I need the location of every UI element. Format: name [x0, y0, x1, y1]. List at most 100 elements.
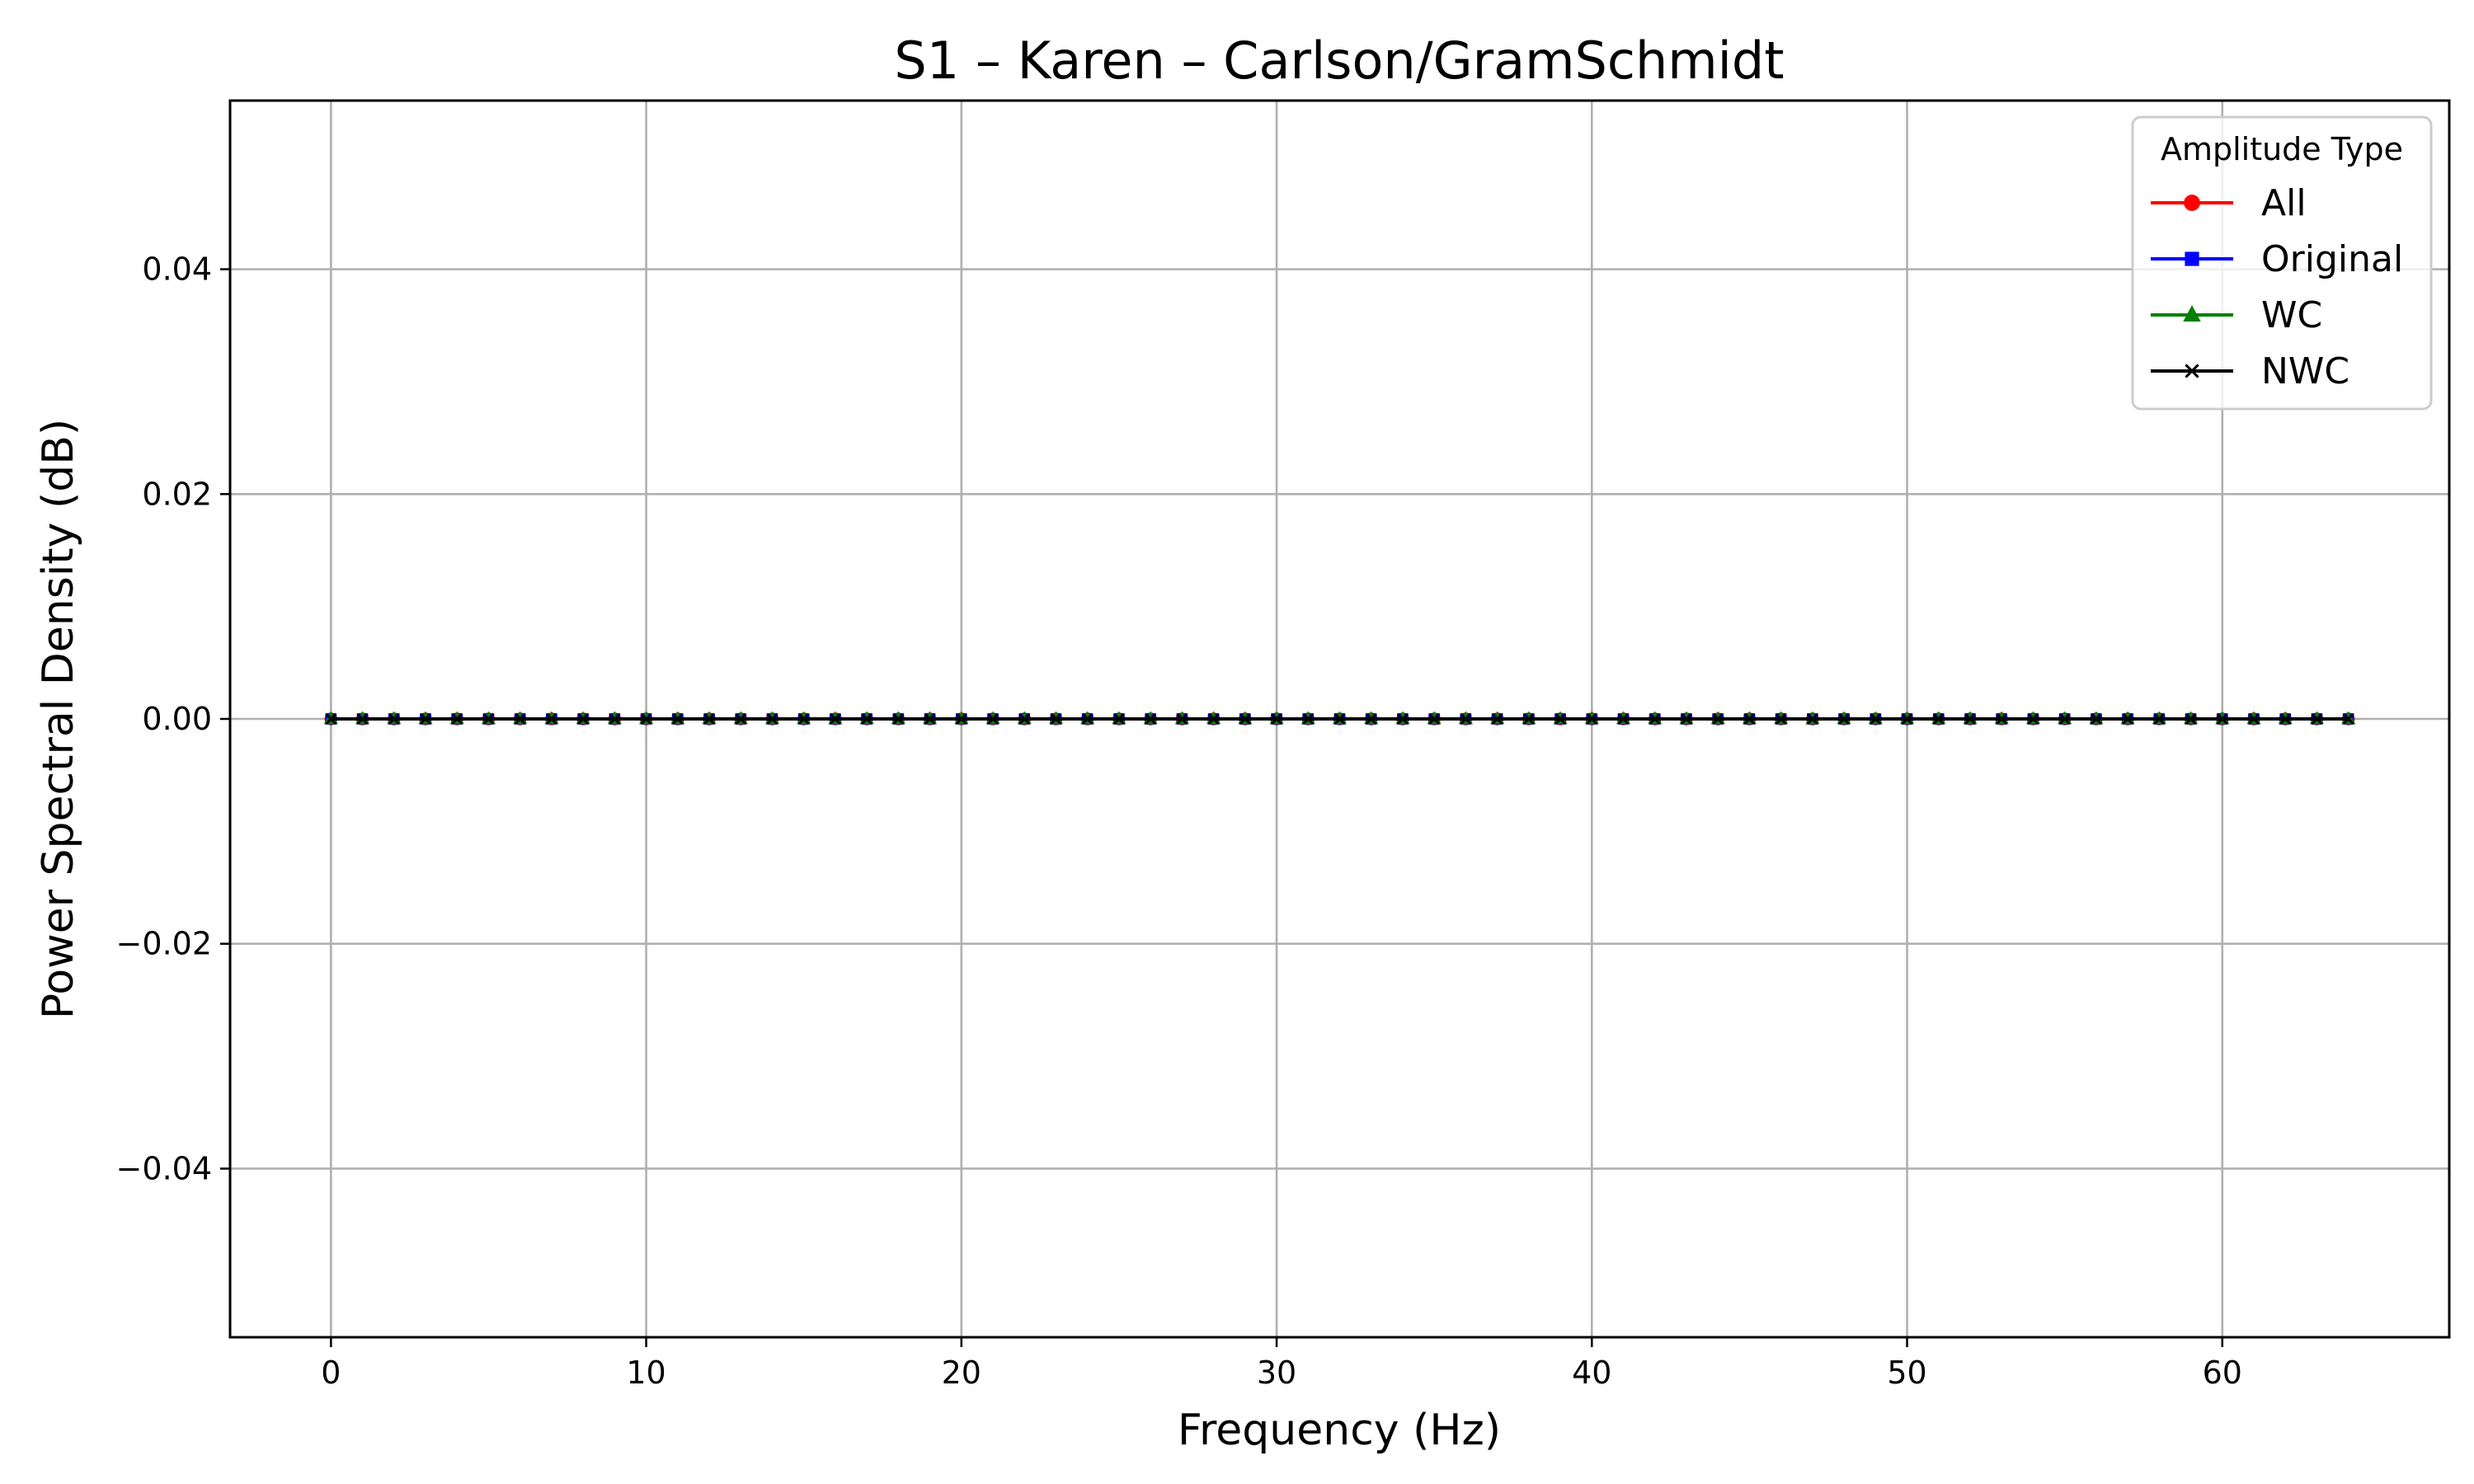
y-axis: −0.04 −0.02 0.00 0.02 0.04: [116, 251, 230, 1186]
data-point-nwc: [451, 713, 463, 725]
legend-entry-nwc: NWC: [2151, 350, 2349, 392]
data-point-nwc: [1460, 713, 1472, 725]
x-tick-label: 50: [1887, 1355, 1926, 1391]
data-point-nwc: [1522, 713, 1535, 725]
legend-marker-nwc: [2185, 364, 2199, 378]
data-point-nwc: [2342, 713, 2354, 725]
y-axis-label: Power Spectral Density (dB): [34, 419, 83, 1019]
data-point-nwc: [1491, 713, 1503, 725]
x-tick-label: 0: [321, 1355, 341, 1391]
data-point-nwc: [1302, 713, 1315, 725]
legend: Amplitude Type All Original WC NWC: [2131, 115, 2433, 411]
data-point-nwc: [2027, 713, 2039, 725]
legend-marker-wc: [2183, 305, 2201, 322]
data-point-nwc: [640, 713, 652, 725]
data-point-nwc: [356, 713, 369, 725]
data-point-nwc: [1018, 713, 1031, 725]
data-point-nwc: [797, 713, 810, 725]
data-point-nwc: [1743, 713, 1756, 725]
data-point-nwc: [420, 713, 431, 725]
data-point-nwc: [861, 713, 873, 725]
data-point-nwc: [1901, 713, 1913, 725]
data-point-nwc: [766, 713, 778, 725]
chart-title: S1 – Karen – Carlson/GramSchmidt: [894, 31, 1784, 91]
data-point-nwc: [1554, 713, 1567, 725]
data-point-nwc: [829, 713, 841, 725]
y-tick-label: 0.04: [142, 251, 212, 288]
legend-label-original: Original: [2261, 238, 2403, 280]
data-point-nwc: [2058, 713, 2071, 725]
data-point-nwc: [735, 713, 747, 725]
data-point-nwc: [1428, 713, 1441, 725]
data-point-nwc: [1996, 713, 2008, 725]
data-point-nwc: [1112, 713, 1125, 725]
data-point-nwc: [1145, 713, 1157, 725]
x-tick-label: 30: [1257, 1355, 1296, 1391]
data-point-nwc: [2090, 713, 2102, 725]
series-nwc: [325, 713, 2354, 725]
data-point-nwc: [514, 713, 526, 725]
data-point-nwc: [1397, 713, 1409, 725]
data-point-nwc: [1870, 713, 1882, 725]
data-point-nwc: [1617, 713, 1630, 725]
data-point-nwc: [2248, 713, 2260, 725]
data-point-nwc: [1333, 713, 1346, 725]
data-point-nwc: [1649, 713, 1661, 725]
data-point-nwc: [1681, 713, 1692, 725]
data-point-nwc: [1838, 713, 1851, 725]
data-point-nwc: [2185, 713, 2197, 725]
data-point-nwc: [1239, 713, 1251, 725]
data-point-nwc: [1775, 713, 1787, 725]
data-point-nwc: [2153, 713, 2166, 725]
data-point-nwc: [2279, 713, 2292, 725]
data-point-nwc: [545, 713, 557, 725]
data-point-nwc: [325, 713, 337, 725]
y-tick-label: −0.02: [116, 926, 212, 962]
legend-label-nwc: NWC: [2261, 350, 2349, 392]
data-point-nwc: [609, 713, 621, 725]
data-point-nwc: [1806, 713, 1818, 725]
data-point-nwc: [482, 713, 495, 725]
y-tick-label: 0.00: [142, 701, 212, 737]
data-point-nwc: [1081, 713, 1094, 725]
legend-entry-wc: WC: [2151, 294, 2322, 336]
legend-entry-original: Original: [2151, 238, 2403, 280]
data-point-nwc: [1932, 713, 1945, 725]
legend-label-all: All: [2261, 182, 2307, 224]
data-point-nwc: [955, 713, 967, 725]
data-point-nwc: [2122, 713, 2134, 725]
legend-title: Amplitude Type: [2161, 131, 2403, 167]
legend-label-wc: WC: [2261, 294, 2322, 336]
data-point-nwc: [577, 713, 590, 725]
data-point-nwc: [924, 713, 936, 725]
data-point-nwc: [1050, 713, 1062, 725]
data-point-nwc: [1586, 713, 1598, 725]
series-layer: [323, 711, 2356, 726]
legend-marker-original: [2185, 251, 2199, 266]
data-point-nwc: [1964, 713, 1976, 725]
data-point-nwc: [1207, 713, 1220, 725]
data-point-nwc: [703, 713, 715, 725]
y-tick-label: 0.02: [142, 476, 212, 512]
data-point-nwc: [1365, 713, 1377, 725]
data-point-nwc: [2311, 713, 2323, 725]
data-point-nwc: [388, 713, 400, 725]
legend-entry-all: All: [2151, 182, 2307, 224]
x-tick-label: 40: [1572, 1355, 1611, 1391]
legend-marker-all: [2184, 195, 2200, 211]
x-axis-label: Frequency (Hz): [1178, 1406, 1501, 1455]
x-axis: 0 10 20 30 40 50 60: [321, 1337, 2242, 1391]
legend-entries: All Original WC NWC: [2151, 182, 2403, 392]
data-point-nwc: [1176, 713, 1188, 725]
x-tick-label: 10: [626, 1355, 666, 1391]
data-point-nwc: [1712, 713, 1724, 725]
x-tick-label: 60: [2203, 1355, 2242, 1391]
legend-box: [2131, 115, 2433, 411]
data-point-nwc: [2216, 713, 2228, 725]
data-point-nwc: [892, 713, 905, 725]
data-point-nwc: [671, 713, 684, 725]
data-point-nwc: [1271, 713, 1282, 725]
